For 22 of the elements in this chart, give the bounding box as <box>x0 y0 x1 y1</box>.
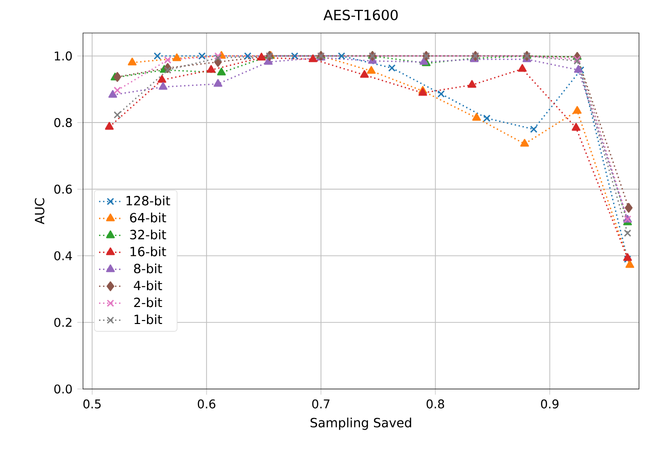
x-tick-label: 0.7 <box>312 399 330 408</box>
legend-label: 32-bit <box>130 230 166 240</box>
legend-label: 4-bit <box>134 280 162 290</box>
legend-label: 8-bit <box>134 264 162 274</box>
y-tick-label: 0.6 <box>54 184 72 194</box>
y-tick-label: 0.2 <box>54 318 72 327</box>
y-tick-label: 1.0 <box>54 51 72 61</box>
legend-label: 64-bit <box>130 212 166 222</box>
y-tick-label: 0.8 <box>54 118 72 128</box>
x-axis-title: Sampling Saved <box>310 418 412 430</box>
y-tick-label: 0.0 <box>54 384 72 394</box>
x-tick-label: 0.9 <box>541 399 558 408</box>
y-axis-title: AUC <box>34 198 44 224</box>
x-tick-label: 0.5 <box>83 399 101 408</box>
y-tick-label: 0.4 <box>54 251 72 260</box>
legend-label: 16-bit <box>130 246 166 256</box>
x-tick-label: 0.8 <box>426 399 444 408</box>
x-tick-label: 0.6 <box>198 399 216 408</box>
legend-label: 2-bit <box>134 297 162 308</box>
legend-label: 1-bit <box>134 314 162 324</box>
chart-title: AES-T1600 <box>323 10 398 20</box>
legend-label: 128-bit <box>126 196 170 206</box>
